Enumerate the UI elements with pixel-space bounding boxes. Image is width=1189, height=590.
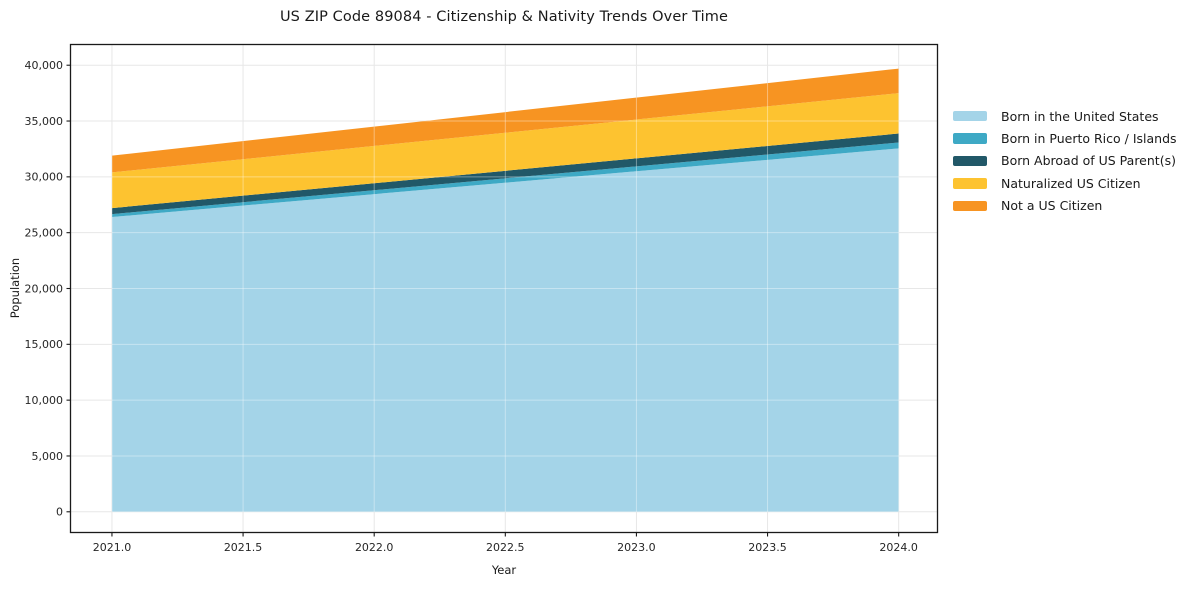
y-tick-label: 40,000 <box>25 59 64 72</box>
x-axis-label: Year <box>491 563 517 577</box>
legend-label: Born in Puerto Rico / Islands <box>1001 131 1177 147</box>
x-tick-label: 2021.5 <box>224 541 263 554</box>
stacked-areas <box>112 68 899 512</box>
legend-swatch-icon <box>953 110 987 122</box>
y-axis-label: Population <box>8 257 22 319</box>
x-tick-label: 2021.0 <box>93 541 132 554</box>
legend-swatch-icon <box>953 200 987 211</box>
legend-swatch-icon <box>953 155 987 167</box>
y-tick-label: 20,000 <box>25 282 64 295</box>
legend-item-naturalized-us-citizen: Naturalized US Citizen <box>953 172 1177 194</box>
x-tick-label: 2023.5 <box>748 541 787 554</box>
x-tick-label: 2024.0 <box>879 541 918 554</box>
legend-label: Born in the United States <box>1001 108 1159 124</box>
legend-swatch-icon <box>953 133 987 144</box>
legend-item-born-in-the-united-states: Born in the United States <box>953 105 1177 127</box>
y-tick-label: 0 <box>56 506 63 519</box>
x-tick-label: 2022.0 <box>355 541 394 554</box>
plot-border <box>69 43 939 534</box>
legend-item-born-in-puerto-rico-islands: Born in Puerto Rico / Islands <box>953 127 1177 149</box>
legend-swatch-icon <box>953 178 987 189</box>
x-tick-label: 2023.0 <box>617 541 656 554</box>
legend-label: Naturalized US Citizen <box>1001 175 1141 191</box>
legend-item-born-abroad-of-us-parent-s: Born Abroad of US Parent(s) <box>953 150 1177 172</box>
legend-item-not-a-us-citizen: Not a US Citizen <box>953 195 1177 217</box>
y-tick-label: 15,000 <box>25 338 64 351</box>
y-tick-label: 25,000 <box>25 226 64 239</box>
area-born-in-the-united-states <box>112 148 899 512</box>
area-naturalized-us-citizen <box>112 93 899 209</box>
chart-title: US ZIP Code 89084 - Citizenship & Nativi… <box>279 9 729 25</box>
area-not-a-us-citizen <box>112 68 899 173</box>
area-born-abroad-of-us-parent-s <box>112 133 899 215</box>
axis-ticks: 2021.0 2021.5 2022.0 2022.5 2023.0 2023.5 2024… <box>25 59 918 554</box>
area-born-in-puerto-rico-islands <box>112 142 899 217</box>
y-tick-label: 30,000 <box>25 171 64 184</box>
legend: Born in the United States Born in Puerto … <box>953 105 1177 217</box>
y-tick-label: 10,000 <box>25 394 64 407</box>
y-tick-label: 35,000 <box>25 115 64 128</box>
legend-label: Born Abroad of US Parent(s) <box>1001 153 1176 169</box>
y-tick-label: 5,000 <box>32 450 64 463</box>
legend-label: Not a US Citizen <box>1001 198 1103 214</box>
x-tick-label: 2022.5 <box>486 541 525 554</box>
